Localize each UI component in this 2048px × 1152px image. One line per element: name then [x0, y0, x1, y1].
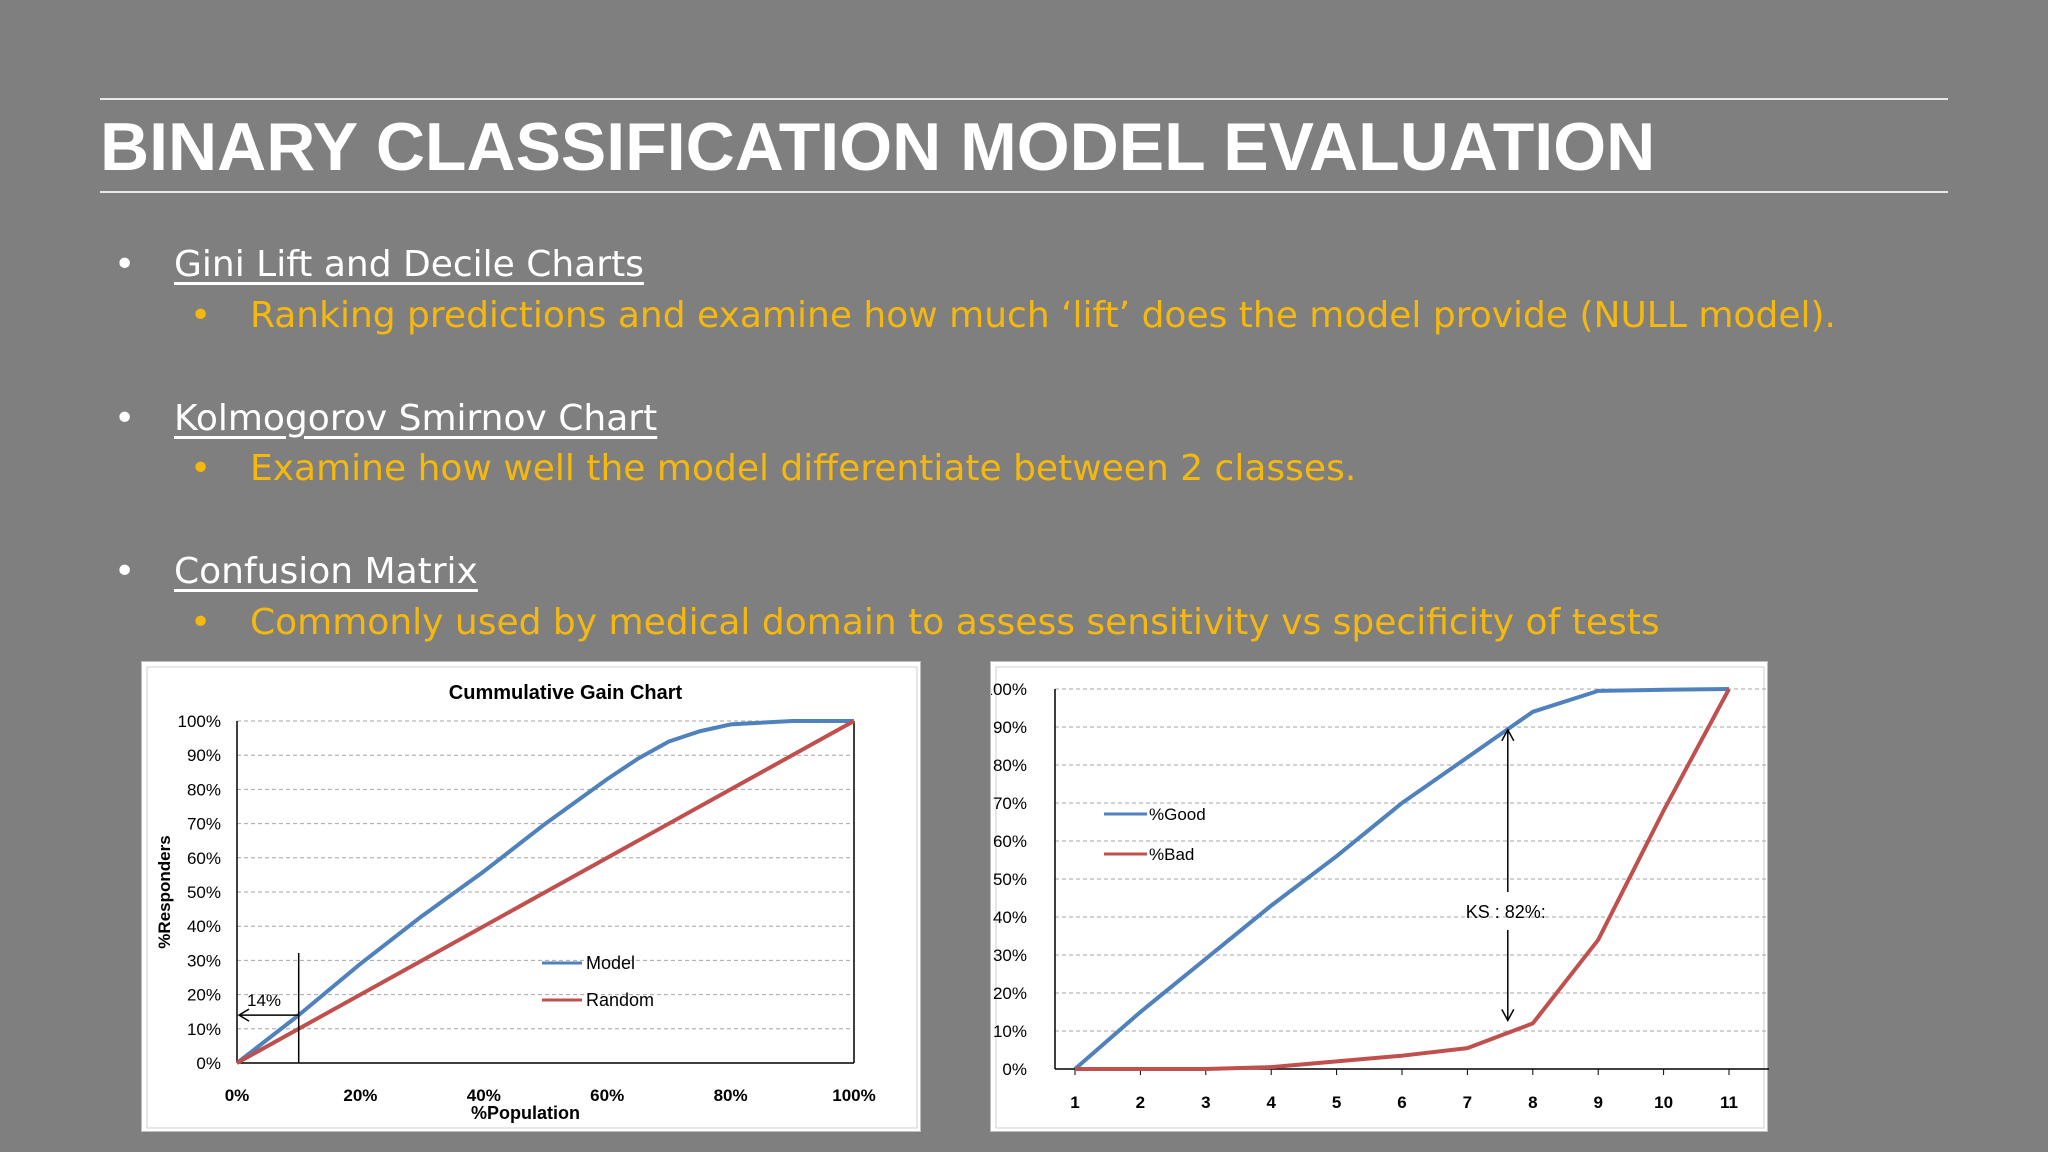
- y-tick-label-20: 20%: [993, 984, 1027, 1003]
- x-tick-label-0: 0%: [225, 1086, 250, 1105]
- x-tick-label-5: 5: [1332, 1093, 1341, 1112]
- y-tick-label-90: 90%: [187, 746, 221, 765]
- plot-frame: [995, 666, 1765, 1129]
- y-tick-label-0: 0%: [1002, 1060, 1027, 1079]
- series-line-random: [236, 719, 855, 1065]
- bullet-confusion: • Confusion Matrix: [114, 551, 478, 592]
- y-tick-label-40: 40%: [187, 917, 221, 936]
- bullet-label-confusion: Confusion Matrix: [174, 551, 478, 592]
- subbullet-dot: •: [190, 295, 212, 336]
- x-tick-label-1: 1: [1070, 1093, 1079, 1112]
- y-tick-label-70: 70%: [187, 815, 221, 834]
- subbullet-confusion: • Commonly used by medical domain to asse…: [190, 602, 1660, 643]
- y-tick-label-50: 50%: [993, 870, 1027, 889]
- bullet-dot: •: [114, 398, 136, 439]
- subbullet-text-confusion: Commonly used by medical domain to asses…: [250, 602, 1660, 643]
- title-bottom-rule: [100, 191, 1948, 193]
- y-tick-label-80: 80%: [993, 756, 1027, 775]
- bullet-dot: •: [114, 551, 136, 592]
- series-line-model: [235, 719, 854, 1065]
- y-tick-label-70: 70%: [993, 794, 1027, 813]
- series-line-good: [1073, 687, 1730, 1071]
- y-tick-label-10: 10%: [187, 1020, 221, 1039]
- legend-label-random: Random: [586, 990, 654, 1010]
- x-tick-label-80: 80%: [714, 1086, 748, 1105]
- subbullet-text-ks: Examine how well the model differentiate…: [250, 448, 1357, 489]
- y-tick-label-30: 30%: [993, 946, 1027, 965]
- x-tick-label-8: 8: [1528, 1093, 1537, 1112]
- subbullet-dot: •: [190, 448, 212, 489]
- bullet-label-ks: Kolmogorov Smirnov Chart: [174, 398, 658, 439]
- chart-title: Cummulative Gain Chart: [449, 682, 683, 704]
- title-top-rule: [100, 98, 1948, 100]
- subbullet-dot: •: [190, 602, 212, 643]
- x-axis-label: %Population: [471, 1103, 580, 1123]
- y-tick-label-90: 90%: [993, 718, 1027, 737]
- legend-label-bad: %Bad: [1149, 845, 1194, 864]
- subbullet-ks: • Examine how well the model differentiat…: [190, 448, 1356, 489]
- y-tick-label-40: 40%: [993, 908, 1027, 927]
- y-tick-label-100: 100%: [178, 712, 221, 731]
- x-tick-label-6: 6: [1397, 1093, 1406, 1112]
- y-tick-label-10: 10%: [993, 1022, 1027, 1041]
- x-tick-label-10: 10: [1654, 1093, 1673, 1112]
- bullet-dot: •: [114, 244, 136, 285]
- legend-label-good: %Good: [1149, 805, 1206, 824]
- x-tick-label-100: 100%: [832, 1086, 875, 1105]
- gain-chart: Cummulative Gain Chart 0% 10% 20% 30% 40% 50% 6…: [146, 666, 918, 1129]
- y-tick-label-60: 60%: [187, 849, 221, 868]
- x-tick-label-3: 3: [1201, 1093, 1210, 1112]
- x-tick-label-11: 11: [1720, 1093, 1738, 1112]
- y-tick-label-30: 30%: [187, 951, 221, 970]
- series-line-bad: [1075, 688, 1731, 1071]
- x-tick-label-60: 60%: [590, 1086, 624, 1105]
- ks-arrowhead-lower: [1501, 1009, 1515, 1022]
- bullet-ks: • Kolmogorov Smirnov Chart: [114, 398, 657, 439]
- y-tick-label-80: 80%: [187, 780, 221, 799]
- x-tick-label-4: 4: [1266, 1093, 1276, 1112]
- y-tick-label-0: 0%: [196, 1054, 221, 1073]
- x-tick-label-20: 20%: [343, 1086, 377, 1105]
- subbullet-gini: • Ranking predictions and examine how muc…: [190, 295, 1836, 336]
- x-tick-label-2: 2: [1136, 1093, 1145, 1112]
- y-tick-label-60: 60%: [993, 832, 1027, 851]
- annotation-arrowhead: [237, 1008, 250, 1022]
- x-tick-label-40: 40%: [467, 1086, 501, 1105]
- y-tick-label-100: 100%: [991, 680, 1027, 699]
- x-tick-label-9: 9: [1593, 1093, 1602, 1112]
- y-tick-label-50: 50%: [187, 883, 221, 902]
- bullet-gini: • Gini Lift and Decile Charts: [114, 244, 644, 285]
- ks-chart: 0% 10% 20% 30% 40% 50% 60% 70% 80% 90% 100% 1 2 3 4 5 6 7…: [991, 666, 1769, 1129]
- subbullet-text-gini: Ranking predictions and examine how much…: [250, 295, 1836, 336]
- ks-annotation-label: KS : 82%:: [1466, 902, 1546, 922]
- y-axis-label: %Responders: [155, 835, 174, 948]
- x-tick-label-7: 7: [1463, 1093, 1472, 1112]
- legend-label-model: Model: [586, 953, 635, 973]
- gain-chart-panel: Cummulative Gain Chart 0% 10% 20% 30% 40% 50% 6…: [141, 661, 921, 1132]
- y-tick-label-20: 20%: [187, 986, 221, 1005]
- ks-arrowhead-upper: [1501, 728, 1515, 742]
- slide-title: BINARY CLASSIFICATION MODEL EVALUATION: [100, 109, 1656, 185]
- ks-chart-panel: 0% 10% 20% 30% 40% 50% 60% 70% 80% 90% 100% 1 2 3 4 5 6 7…: [990, 661, 1769, 1132]
- bullet-label-gini: Gini Lift and Decile Charts: [174, 244, 644, 285]
- annotation-label: 14%: [247, 991, 281, 1010]
